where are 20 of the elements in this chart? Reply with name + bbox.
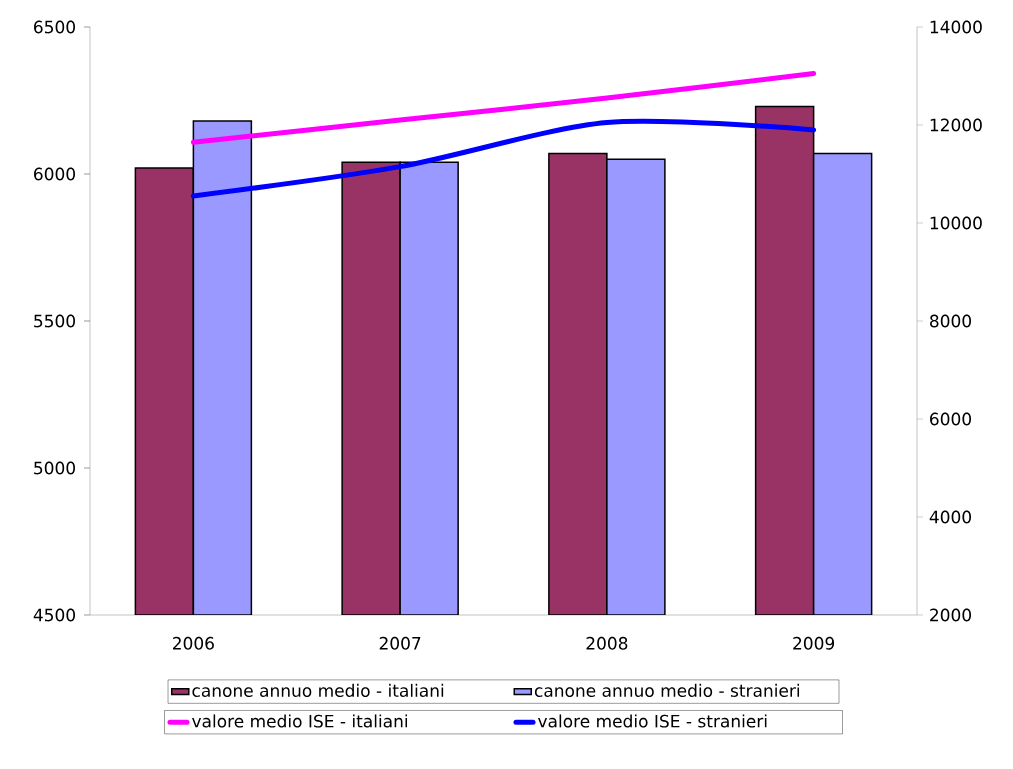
y2-tick-label: 6000 [930,412,971,426]
y-tick-label: 5500 [34,314,75,328]
y-tick-label: 5000 [34,461,75,475]
x-tick-label: 2009 [793,636,835,650]
y-tick-label: 6500 [34,20,75,34]
legend-label: canone annuo medio - stranieri [534,683,800,698]
x-tick-label: 2008 [586,636,628,650]
x-tick-label: 2007 [379,636,421,650]
x-tick-label: 2006 [172,636,214,650]
y2-tick-label: 14000 [930,20,982,34]
y2-tick-label: 8000 [930,314,971,328]
y2-tick-label: 2000 [930,608,971,622]
legend-label: canone annuo medio - italiani [192,683,444,698]
y-tick-label: 6000 [34,167,75,181]
y2-tick-label: 10000 [930,216,982,230]
y2-tick-label: 12000 [930,118,982,132]
y2-tick-label: 4000 [929,510,971,524]
y-tick-label: 4500 [33,608,75,622]
legend-label: valore medio ISE - stranieri [538,714,767,728]
legend-label: valore medio ISE - italiani [192,714,408,728]
